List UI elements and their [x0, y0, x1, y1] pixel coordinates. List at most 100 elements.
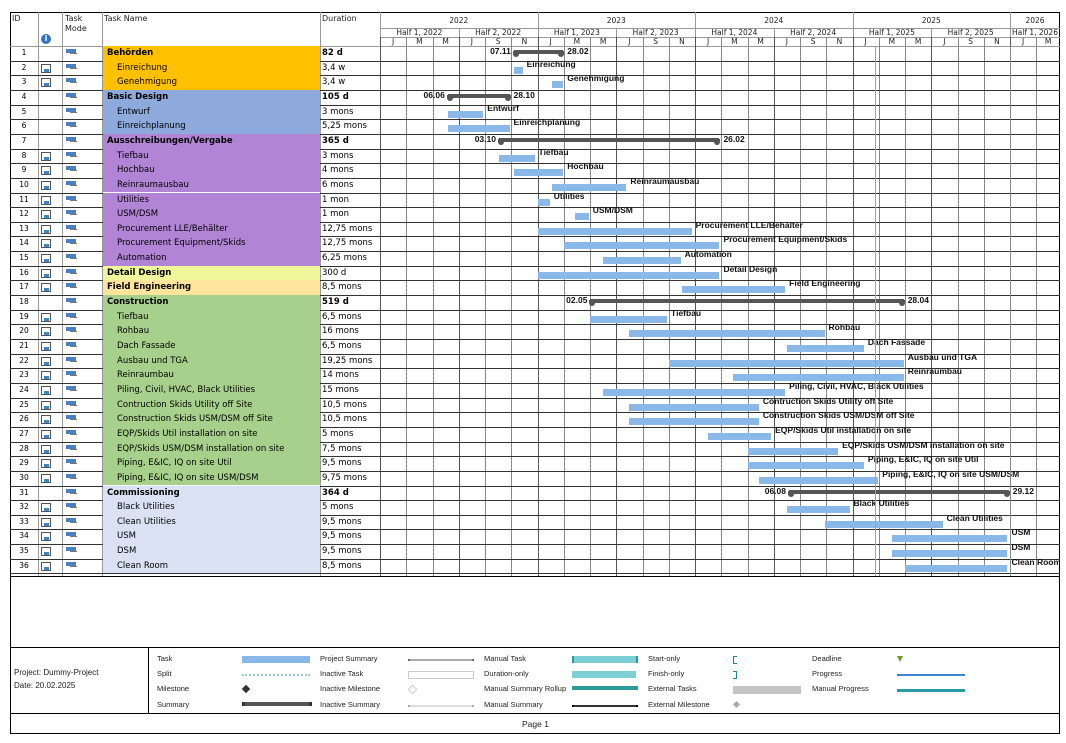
task-bar[interactable] [629, 330, 825, 338]
task-name[interactable]: Tiefbau [103, 309, 320, 325]
summary-bar[interactable] [590, 299, 904, 304]
row-id[interactable]: 31 [19, 487, 29, 497]
row-id[interactable]: 25 [19, 399, 29, 409]
task-name[interactable]: USM/DSM [103, 207, 320, 222]
summary-bar[interactable] [447, 93, 510, 98]
task-duration[interactable]: 82 d [322, 48, 343, 58]
task-duration[interactable]: 6,25 mons [322, 253, 367, 264]
task-name bold[interactable]: Commissioning [103, 485, 320, 501]
task-bar[interactable] [537, 198, 550, 206]
task-duration[interactable]: 19,25 mons [322, 355, 373, 366]
task-duration[interactable]: 6,5 mons [322, 311, 362, 322]
row-id[interactable]: 26 [19, 414, 29, 424]
task-name[interactable]: Clean Room [103, 558, 320, 574]
task-duration[interactable]: 9,5 mons [322, 516, 362, 527]
info-icon[interactable]: i [41, 34, 51, 44]
task-name[interactable]: Piping, E&IC, IQ on site USM/DSM [103, 470, 320, 486]
row-id[interactable]: 34 [19, 531, 29, 541]
task-name[interactable]: USM [103, 529, 320, 545]
task-name[interactable]: Procurement LLE/Behälter [103, 221, 320, 237]
task-name[interactable]: Entwurf [103, 104, 320, 120]
task-duration[interactable]: 5 mons [322, 428, 354, 439]
task-bar[interactable] [905, 564, 1008, 572]
row-id[interactable]: 10 [19, 179, 29, 189]
task-duration[interactable]: 4 mons [322, 165, 354, 176]
task-bar[interactable] [498, 154, 535, 162]
row-id[interactable]: 32 [19, 502, 29, 512]
task-duration[interactable]: 6 mons [322, 179, 354, 190]
task-name[interactable]: Reinraumausbau [103, 177, 320, 193]
row-id[interactable]: 28 [19, 443, 29, 453]
row-id[interactable]: 12 [19, 209, 29, 219]
row-id[interactable]: 4 [21, 91, 27, 101]
task-name[interactable]: Rohbau [103, 324, 320, 339]
task-bar[interactable] [513, 169, 564, 177]
task-bar[interactable] [629, 403, 759, 411]
task-duration[interactable]: 5 mons [322, 502, 354, 513]
task-duration[interactable]: 8,5 mons [322, 282, 362, 293]
task-name[interactable]: Einreichplanung [103, 119, 320, 134]
task-duration[interactable]: 14 mons [322, 370, 359, 381]
task-name[interactable]: Ausbau und TGA [103, 353, 320, 369]
row-id[interactable]: 3 [21, 77, 27, 87]
row-id[interactable]: 11 [19, 194, 29, 204]
task-duration[interactable]: 16 mons [322, 326, 359, 337]
task-duration[interactable]: 3,4 w [322, 77, 346, 88]
task-duration[interactable]: 1 mon [322, 209, 349, 220]
row-id[interactable]: 2 [21, 62, 27, 72]
task-duration[interactable]: 3 mons [322, 106, 354, 117]
task-duration[interactable]: 3,4 w [322, 62, 346, 73]
task-duration[interactable]: 9,75 mons [322, 472, 367, 483]
row-id[interactable]: 30 [19, 472, 29, 482]
task-bar[interactable] [891, 550, 1008, 558]
row-id[interactable]: 22 [19, 355, 29, 365]
task-name bold[interactable]: Construction [103, 295, 320, 310]
task-bar[interactable] [447, 110, 484, 118]
row-id[interactable]: 20 [19, 326, 29, 336]
task-duration[interactable]: 364 d [322, 487, 349, 498]
task-duration[interactable]: 12,75 mons [322, 238, 373, 249]
task-bar[interactable] [747, 462, 864, 470]
row-id[interactable]: 33 [19, 516, 29, 526]
row-id[interactable]: 18 [19, 297, 29, 307]
task-name[interactable]: Construction Skids USM/DSM off Site [103, 412, 320, 427]
task-bar[interactable] [732, 374, 904, 382]
row-id[interactable]: 17 [19, 282, 29, 292]
task-duration[interactable]: 5,25 mons [322, 121, 367, 132]
row-id[interactable]: 9 [21, 165, 27, 175]
task-name[interactable]: Black Utilities [103, 500, 320, 515]
task-duration[interactable]: 3 mons [322, 150, 354, 161]
task-duration[interactable]: 9,5 mons [322, 546, 362, 557]
task-bar[interactable] [629, 418, 759, 426]
task-name[interactable]: EQP/Skids Util installation on site [103, 426, 320, 442]
task-duration[interactable]: 8,5 mons [322, 560, 362, 571]
task-bar[interactable] [590, 315, 668, 323]
task-duration[interactable]: 15 mons [322, 384, 359, 395]
row-id[interactable]: 19 [19, 311, 29, 321]
row-id[interactable]: 13 [19, 223, 29, 233]
summary-bar[interactable] [513, 50, 564, 54]
summary-bar[interactable] [498, 137, 720, 142]
task-name bold[interactable]: Detail Design [103, 265, 320, 281]
task-name[interactable]: Piping, E&IC, IQ on site Util [103, 456, 320, 471]
task-name[interactable]: Einreichung [103, 60, 320, 76]
row-id[interactable]: 8 [21, 150, 27, 160]
column-header-task-name[interactable]: Task Name [104, 14, 148, 23]
task-bar[interactable] [575, 213, 589, 221]
task-name[interactable]: Contruction Skids Utility off Site [103, 397, 320, 413]
row-id[interactable]: 27 [19, 428, 29, 438]
task-bar[interactable] [551, 81, 564, 89]
task-name[interactable]: Tiefbau [103, 148, 320, 164]
task-bar[interactable] [563, 242, 720, 250]
task-name[interactable]: Procurement Equipment/Skids [103, 236, 320, 252]
task-bar[interactable] [668, 359, 904, 367]
row-id[interactable]: 5 [21, 106, 27, 116]
task-duration[interactable]: 9,5 mons [322, 458, 362, 469]
task-bar[interactable] [758, 476, 879, 484]
task-name[interactable]: Clean Utilities [103, 514, 320, 530]
task-bar[interactable] [786, 345, 864, 352]
task-bar[interactable] [603, 388, 786, 396]
task-name bold[interactable]: Behörden [103, 46, 320, 61]
task-name[interactable]: Hochbau [103, 163, 320, 178]
row-id[interactable]: 7 [21, 135, 27, 145]
